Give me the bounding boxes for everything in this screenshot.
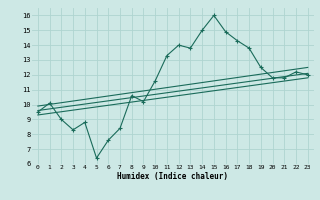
X-axis label: Humidex (Indice chaleur): Humidex (Indice chaleur)	[117, 172, 228, 181]
